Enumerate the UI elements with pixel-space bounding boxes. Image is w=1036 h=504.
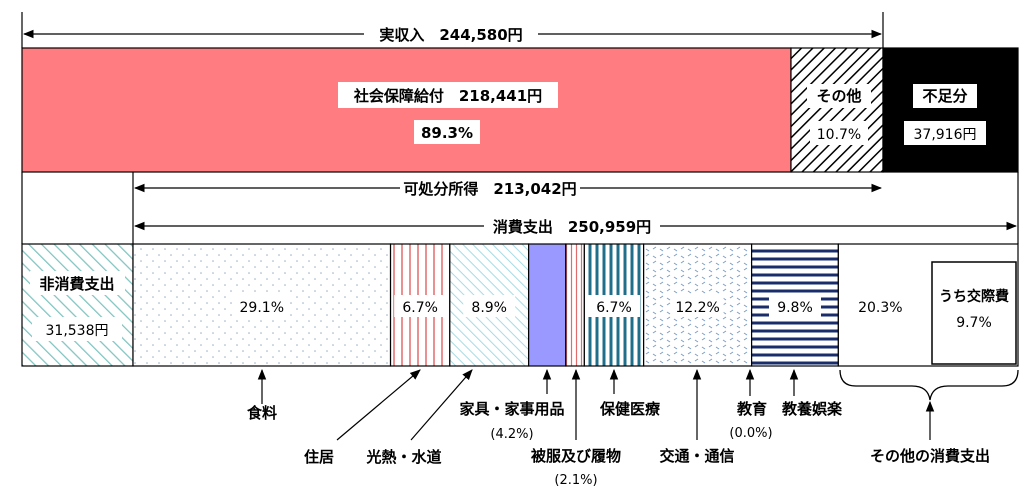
- clothing-pct: (2.1%): [554, 473, 597, 488]
- consumption-segment-furniture: [527, 243, 567, 367]
- consumption-pct-bg-leisure: [768, 295, 821, 317]
- housing-label: 住居: [304, 448, 334, 466]
- clothing-label: 被服及び履物: [531, 447, 621, 465]
- leisure-label: 教養娯楽: [781, 400, 843, 418]
- consumption-segment-clothing: [565, 243, 585, 367]
- food-label: 食料: [247, 404, 277, 422]
- consumption-pct-bg-health: [587, 295, 640, 317]
- disposable-income-label: 可処分所得 213,042円: [403, 180, 576, 198]
- entertainment-inner-box: [931, 261, 1017, 365]
- social-security-segment: [21, 47, 792, 173]
- disposable-income-dimension: 可処分所得 213,042円: [21, 172, 883, 244]
- consumption-pct-leisure: 9.8%: [777, 300, 813, 316]
- deficit-segment: [882, 47, 1019, 173]
- furniture-pct: (4.2%): [490, 427, 533, 442]
- consumption-pct-bg-utilities: [463, 295, 516, 317]
- consumption-pct-transport: 12.2%: [675, 300, 719, 316]
- other-income-label: その他: [816, 87, 861, 105]
- furniture-label: 家具・家事用品: [459, 400, 564, 418]
- other-consumption-brace: [839, 369, 1019, 401]
- callouts: 食料 住居 光熱・水道 家具・家事用品 (4.2%) 被服及び履物 (2.1%)…: [247, 368, 1019, 488]
- entertainment-pct: 9.7%: [956, 315, 992, 331]
- education-label: 教育: [736, 400, 767, 418]
- expense-bar: 非消費支出 31,538円 29.1% 6.7% 8.9% 6.7% 12.2% 9.8%…: [21, 243, 1019, 367]
- consumption-label: 消費支出 250,959円: [493, 218, 651, 236]
- consumption-pct-utilities: 8.9%: [471, 300, 507, 316]
- consumption-pct-bg-housing: [394, 295, 447, 317]
- other-income-pct: 10.7%: [817, 127, 861, 143]
- actual-income-dimension: 実収入 244,580円: [21, 12, 884, 48]
- entertainment-label: うち交際費: [939, 288, 1009, 305]
- education-pct: (0.0%): [729, 426, 772, 441]
- utilities-label: 光熱・水道: [365, 448, 441, 466]
- income-bar: 社会保障給付 218,441円 89.3% その他 10.7% 不足分 37,9…: [21, 47, 1019, 173]
- consumption-pct-food: 29.1%: [240, 300, 284, 316]
- social-security-pct: 89.3%: [421, 124, 473, 142]
- deficit-amount: 37,916円: [914, 127, 977, 143]
- deficit-label: 不足分: [922, 87, 967, 105]
- transport-label: 交通・通信: [659, 447, 734, 465]
- non-consumption-amount: 31,538円: [46, 323, 109, 339]
- consumption-pct-bg-other-consumption: [854, 295, 907, 317]
- consumption-pct-health: 6.7%: [596, 300, 632, 316]
- consumption-dimension: 消費支出 250,959円: [133, 172, 1019, 244]
- consumption-pct-bg-food: [235, 295, 288, 317]
- consumption-pct-other-consumption: 20.3%: [858, 300, 902, 316]
- other-consumption-label: その他の消費支出: [870, 447, 990, 465]
- non-consumption-segment: [21, 243, 134, 367]
- other-income-segment: [790, 47, 884, 173]
- non-consumption-label: 非消費支出: [39, 275, 114, 293]
- actual-income-label: 実収入 244,580円: [379, 26, 522, 44]
- social-security-label: 社会保障給付 218,441円: [353, 87, 542, 105]
- consumption-pct-bg-transport: [671, 295, 724, 317]
- health-label: 保健医療: [599, 400, 661, 418]
- consumption-pct-housing: 6.7%: [402, 300, 438, 316]
